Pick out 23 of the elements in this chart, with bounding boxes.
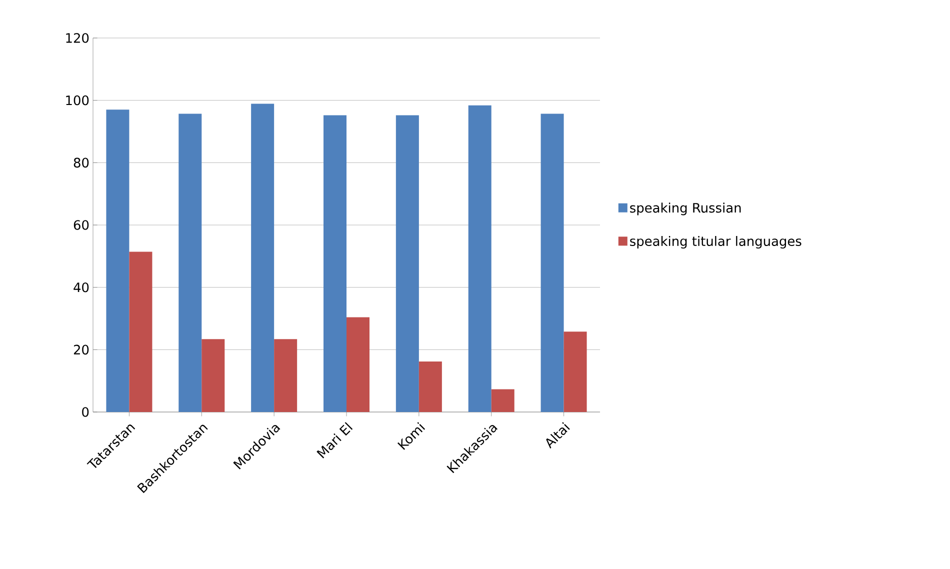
y-tick-label: 100 (66, 95, 89, 106)
bar (202, 339, 225, 412)
bar (564, 332, 587, 412)
bar (418, 362, 442, 412)
bar (491, 389, 514, 412)
bar (129, 252, 152, 412)
y-tick-label: 60 (74, 220, 89, 230)
y-tick-label: 40 (74, 282, 89, 292)
bar (324, 115, 346, 412)
bar (106, 110, 130, 412)
bar (178, 114, 202, 412)
y-tick-label: 20 (74, 344, 89, 355)
legend-label: speaking titular languages (630, 236, 802, 249)
y-tick-label: 80 (74, 158, 89, 168)
bar (274, 339, 298, 412)
legend-label: speaking Russian (630, 202, 741, 216)
bar (540, 114, 564, 412)
y-tick-label: 120 (66, 33, 89, 43)
bar (251, 104, 274, 412)
y-tick-label: 0 (82, 407, 89, 417)
bar (396, 115, 419, 412)
bar (346, 317, 370, 412)
bar (468, 105, 492, 412)
